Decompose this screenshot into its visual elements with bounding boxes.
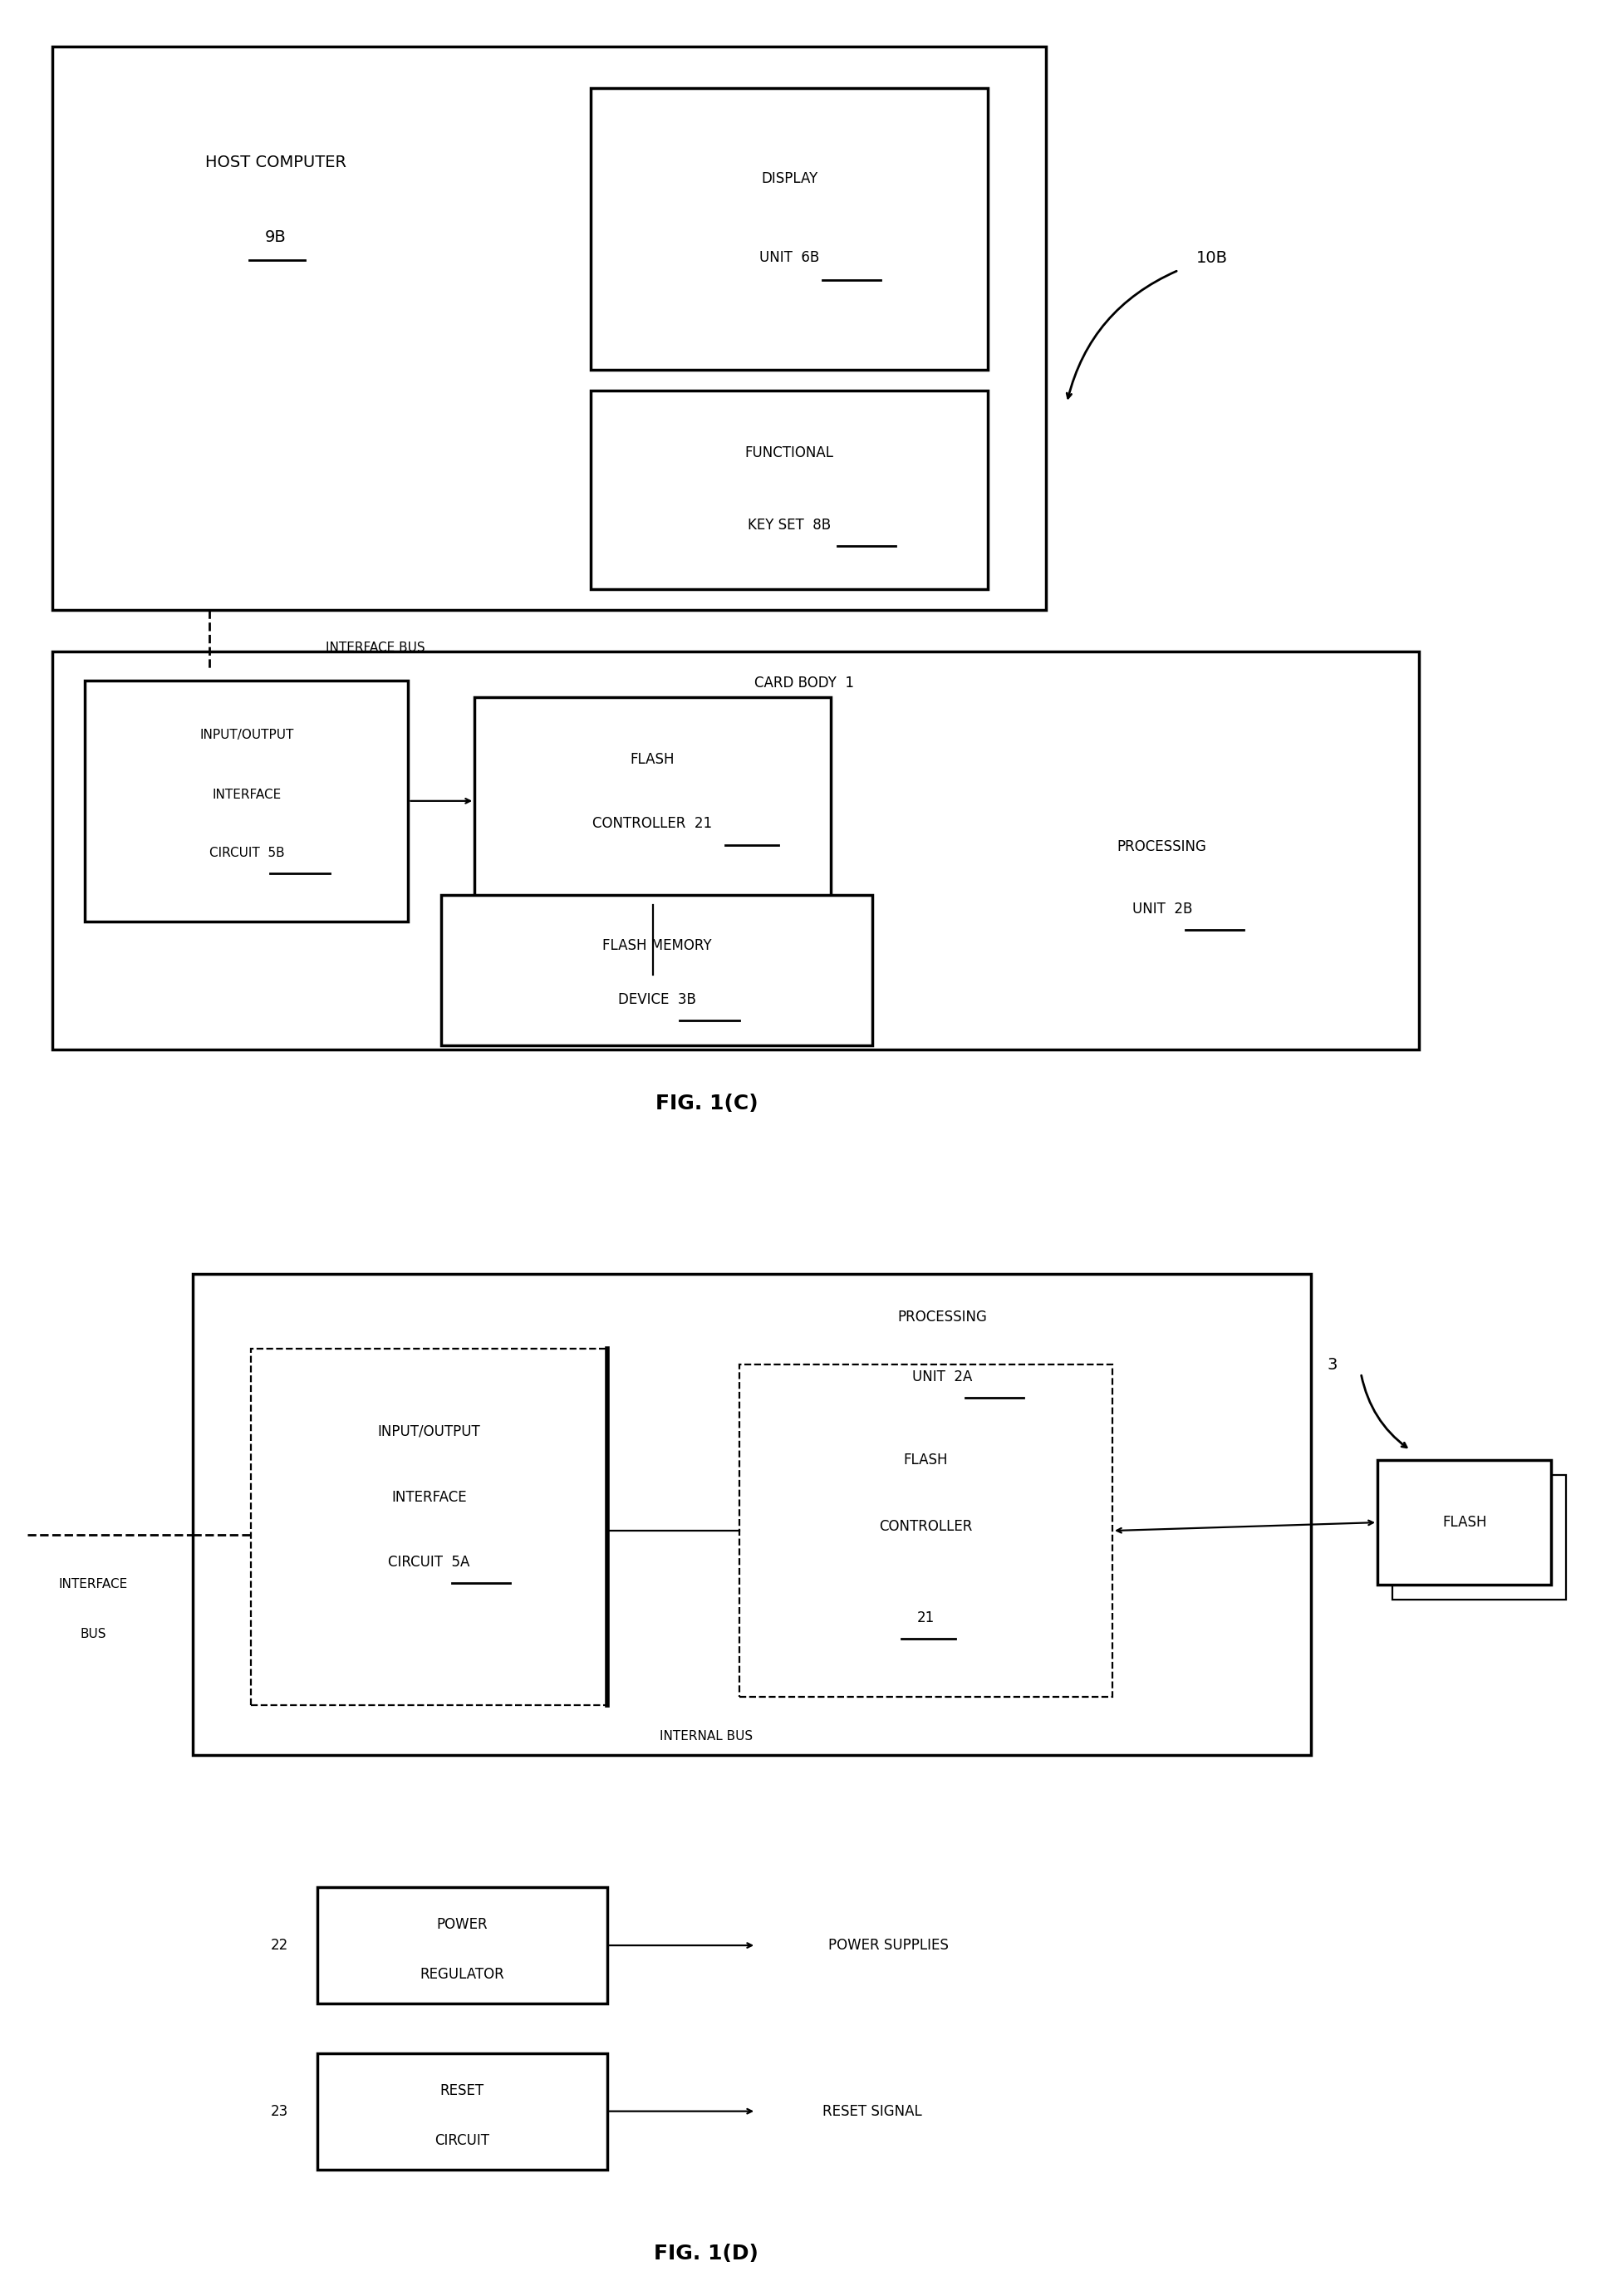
Text: 10B: 10B [1196,250,1228,266]
Text: INTERFACE BUS: INTERFACE BUS [326,641,424,654]
Text: FLASH: FLASH [630,753,676,767]
Text: FIG. 1(D): FIG. 1(D) [654,2243,758,2264]
Text: CONTROLLER: CONTROLLER [880,1520,972,1534]
Text: INPUT/OUTPUT: INPUT/OUTPUT [199,728,293,742]
Bar [590,390,988,590]
Text: KEY SET  8B: KEY SET 8B [748,517,831,533]
Bar [590,87,988,370]
Text: INTERFACE: INTERFACE [212,790,282,801]
Text: FLASH: FLASH [904,1453,948,1467]
Text: POWER: POWER [436,1917,488,1933]
Text: RESET SIGNAL: RESET SIGNAL [823,2103,922,2119]
Text: FLASH: FLASH [1442,1515,1487,1529]
Text: CONTROLLER  21: CONTROLLER 21 [593,815,713,831]
Text: POWER SUPPLIES: POWER SUPPLIES [828,1938,949,1954]
Bar [441,895,872,1045]
Text: 23: 23 [271,2103,288,2119]
Text: INTERNAL BUS: INTERNAL BUS [659,1731,753,1743]
Text: INTERFACE: INTERFACE [58,1577,128,1591]
Bar [475,698,831,905]
Text: 3: 3 [1327,1357,1336,1373]
Text: RESET: RESET [441,2082,484,2099]
Bar [86,680,408,921]
Text: CARD BODY  1: CARD BODY 1 [753,675,854,691]
Text: INPUT/OUTPUT: INPUT/OUTPUT [377,1424,481,1440]
Text: UNIT  2B: UNIT 2B [1132,902,1192,916]
Text: 22: 22 [271,1938,288,1954]
Bar [1392,1474,1567,1600]
Text: PROCESSING: PROCESSING [1118,838,1207,854]
Text: FUNCTIONAL: FUNCTIONAL [745,445,834,459]
Text: CIRCUIT: CIRCUIT [434,2133,489,2147]
Text: 21: 21 [917,1609,935,1626]
Text: CIRCUIT  5B: CIRCUIT 5B [209,847,285,859]
Text: DISPLAY: DISPLAY [761,172,818,186]
Bar [193,1274,1311,1754]
Text: BUS: BUS [81,1628,107,1642]
Text: UNIT  2A: UNIT 2A [912,1371,972,1384]
Bar [52,652,1419,1049]
Bar [740,1364,1113,1697]
Text: INTERFACE: INTERFACE [392,1490,467,1506]
Bar [318,1887,608,2004]
Bar [318,2053,608,2170]
Text: REGULATOR: REGULATOR [420,1968,504,1981]
Text: 9B: 9B [266,230,287,246]
Text: PROCESSING: PROCESSING [897,1309,987,1325]
Text: DEVICE  3B: DEVICE 3B [617,992,695,1008]
Text: FIG. 1(C): FIG. 1(C) [654,1093,758,1114]
Bar [1377,1460,1552,1584]
Text: FLASH MEMORY: FLASH MEMORY [603,939,711,953]
Text: UNIT  6B: UNIT 6B [760,250,820,266]
Bar [251,1348,608,1706]
Text: CIRCUIT  5A: CIRCUIT 5A [389,1554,470,1570]
Text: HOST COMPUTER: HOST COMPUTER [206,154,347,170]
Bar [52,46,1047,611]
